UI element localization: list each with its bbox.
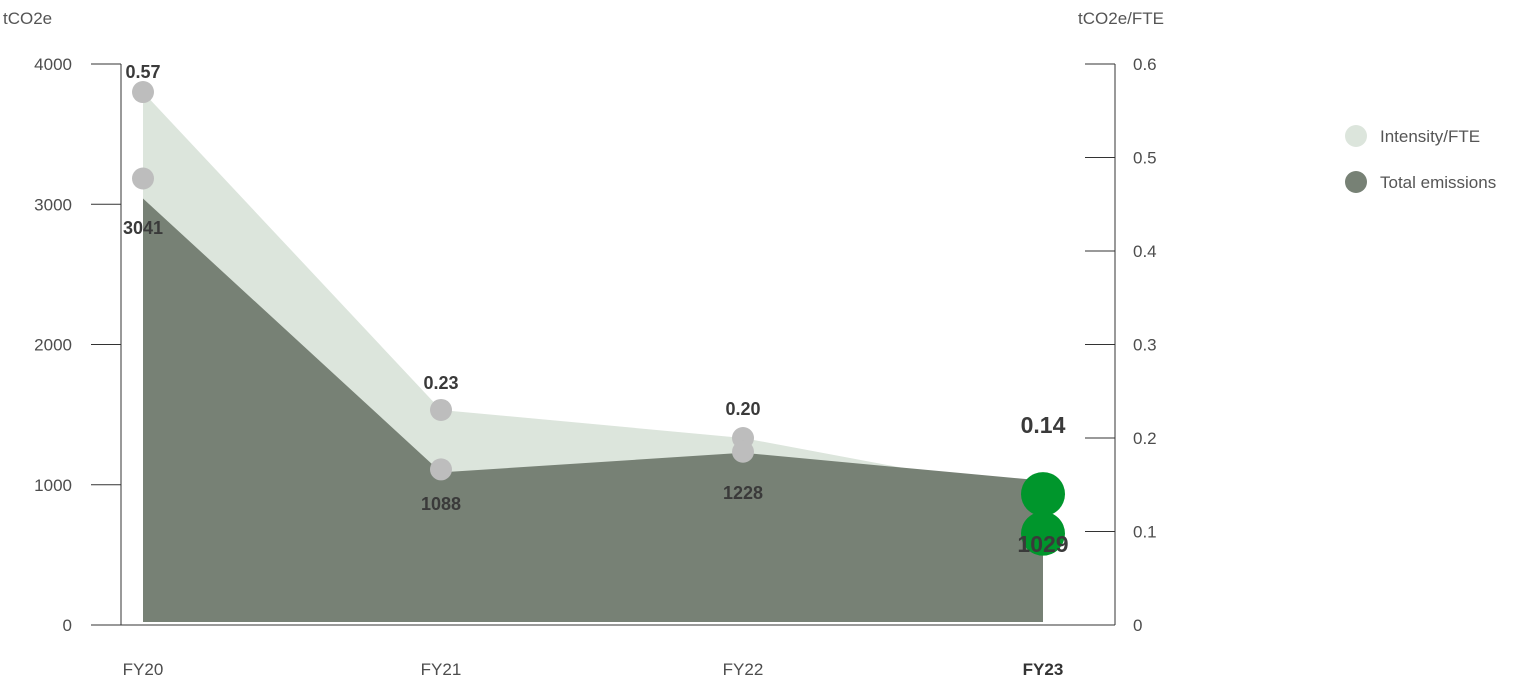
total-emissions-point <box>732 440 754 463</box>
right-axis-label: tCO2e/FTE <box>1078 9 1164 28</box>
total-area-layer <box>143 198 1043 622</box>
total-emissions-value-label: 1029 <box>1017 531 1068 557</box>
total-emissions-value-label: 3041 <box>123 218 163 238</box>
left-tick-label: 4000 <box>34 55 72 74</box>
total-emissions-point <box>132 167 154 190</box>
left-tick-label: 3000 <box>34 195 72 214</box>
total-emissions-value-label: 1088 <box>421 494 461 514</box>
left-tick-label: 2000 <box>34 336 72 355</box>
right-tick-label: 0 <box>1133 616 1142 635</box>
x-tick-label: FY23 <box>1023 660 1064 679</box>
intensity-value-label: 0.57 <box>125 62 160 82</box>
intensity-point <box>132 81 154 104</box>
right-axis: tCO2e/FTE 0 0.1 0.2 0.3 0.4 0.5 0.6 <box>1078 9 1164 635</box>
intensity-point <box>1021 472 1065 517</box>
intensity-point <box>430 398 452 421</box>
right-tick-label: 0.3 <box>1133 336 1157 355</box>
left-tick-label: 0 <box>63 616 72 635</box>
left-axis-label: tCO2e <box>3 9 52 28</box>
total-emissions-point <box>430 458 452 481</box>
x-tick-label: FY22 <box>723 660 764 679</box>
right-tick-label: 0.4 <box>1133 242 1157 261</box>
x-tick-label: FY20 <box>123 660 164 679</box>
legend: Intensity/FTE Total emissions <box>1345 125 1496 193</box>
intensity-value-label: 0.14 <box>1021 412 1066 438</box>
right-tick-label: 0.2 <box>1133 429 1157 448</box>
total-emissions-area <box>143 198 1043 622</box>
x-tick-label: FY21 <box>421 660 462 679</box>
legend-label-total: Total emissions <box>1380 173 1496 192</box>
left-axis: tCO2e 0 1000 2000 3000 4000 <box>3 9 122 635</box>
intensity-value-label: 0.23 <box>423 373 458 393</box>
legend-swatch-total <box>1345 171 1367 193</box>
intensity-value-label: 0.20 <box>725 399 760 419</box>
right-tick-label: 0.5 <box>1133 149 1157 168</box>
total-emissions-point <box>1021 511 1065 556</box>
right-tick-label: 0.6 <box>1133 55 1157 74</box>
legend-swatch-intensity <box>1345 125 1367 147</box>
total-emissions-value-label: 1228 <box>723 483 763 503</box>
right-tick-label: 0.1 <box>1133 523 1157 542</box>
legend-label-intensity: Intensity/FTE <box>1380 127 1480 146</box>
left-tick-label: 1000 <box>34 476 72 495</box>
